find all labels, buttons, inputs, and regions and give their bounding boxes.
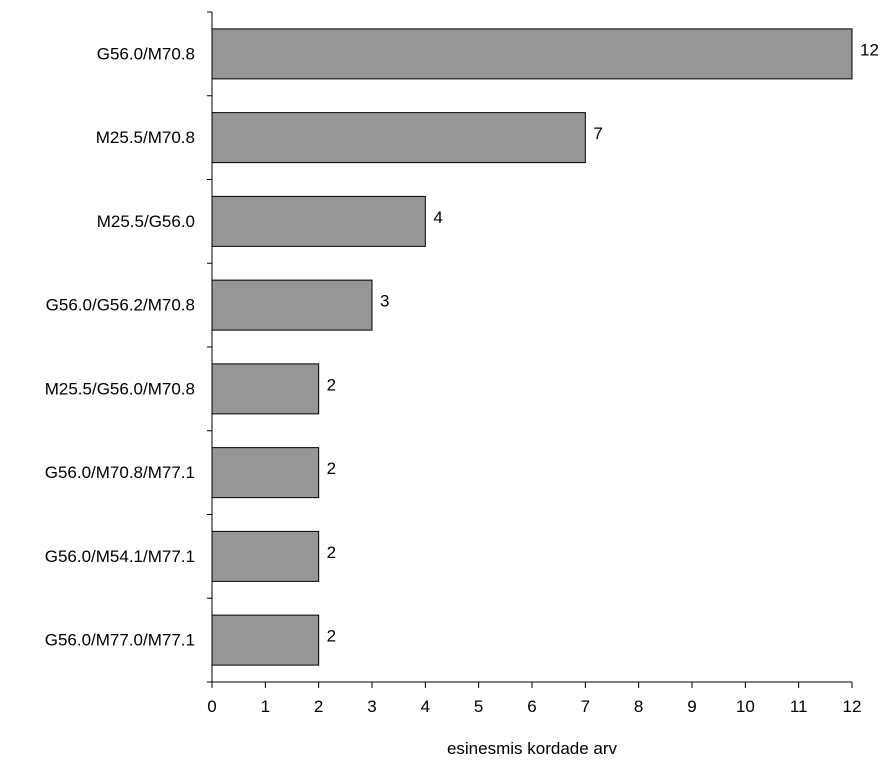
x-tick-label: 5 — [474, 697, 483, 716]
category-label: M25.5/G56.0 — [97, 212, 195, 231]
bar — [211, 530, 320, 582]
x-tick-label: 7 — [581, 697, 590, 716]
bars-group — [211, 28, 853, 666]
value-labels-group: 12 7 4 3 2 2 2 2 — [327, 40, 879, 645]
bar — [211, 112, 586, 164]
x-tick-labels-group: 0 1 2 3 4 5 6 7 8 9 10 11 12 — [207, 697, 861, 716]
bar-value-label: 7 — [593, 124, 602, 143]
x-tick-label: 2 — [314, 697, 323, 716]
category-labels-group: G56.0/M70.8 M25.5/M70.8 M25.5/G56.0 G56.0/G… — [45, 44, 195, 649]
bar — [211, 614, 320, 666]
category-label: G56.0/M70.8/M77.1 — [45, 463, 195, 482]
bar-value-label: 12 — [860, 40, 879, 59]
x-axis-title: esinesmis kordade arv — [447, 739, 618, 758]
category-label: G56.0/M77.0/M77.1 — [45, 631, 195, 650]
x-tick-label: 4 — [421, 697, 430, 716]
bar — [211, 195, 426, 247]
category-label: M25.5/M70.8 — [96, 128, 195, 147]
bar — [211, 28, 853, 80]
x-tick-label: 6 — [527, 697, 536, 716]
x-tick-label: 10 — [736, 697, 755, 716]
bar-value-label: 2 — [327, 627, 336, 646]
y-ticks-group — [207, 11, 212, 683]
category-label: G56.0/M70.8 — [97, 44, 195, 63]
bar-value-label: 2 — [327, 375, 336, 394]
category-label: G56.0/M54.1/M77.1 — [45, 547, 195, 566]
category-label: M25.5/G56.0/M70.8 — [45, 379, 195, 398]
x-tick-label: 3 — [367, 697, 376, 716]
x-tick-label: 8 — [634, 697, 643, 716]
bar — [211, 363, 320, 415]
x-tick-label: 0 — [207, 697, 216, 716]
bar-value-label: 4 — [433, 208, 442, 227]
bar — [211, 447, 320, 499]
bar-value-label: 3 — [380, 292, 389, 311]
bar-value-label: 2 — [327, 459, 336, 478]
x-tick-label: 12 — [843, 697, 862, 716]
x-tick-label: 11 — [790, 697, 808, 716]
bar-value-label: 2 — [327, 543, 336, 562]
category-label: G56.0/G56.2/M70.8 — [46, 296, 195, 315]
x-ticks-group — [211, 682, 853, 688]
bar — [211, 279, 373, 331]
x-tick-label: 1 — [261, 697, 270, 716]
x-tick-label: 9 — [687, 697, 696, 716]
